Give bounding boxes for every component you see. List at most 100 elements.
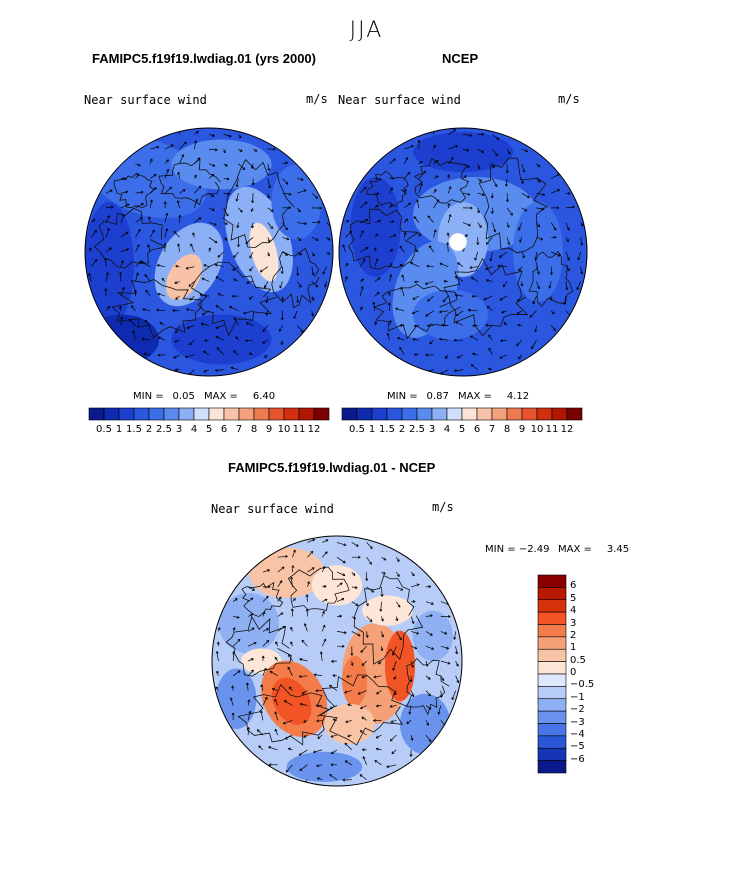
diff-field-label: Near surface wind (211, 502, 334, 516)
colorbar-swatch (537, 735, 567, 749)
obs-minmax: MIN = 0.87 MAX = 4.12 (387, 391, 529, 402)
model-max-value: 6.40 (252, 391, 276, 402)
diff-max-value: 3.45 (606, 544, 630, 555)
colorbar-label: 7 (488, 424, 496, 435)
colorbar-label: −3 (570, 716, 585, 728)
diff-minmax: MIN = −2.49 MAX = 3.45 (485, 544, 629, 555)
colorbar-swatch (537, 673, 567, 687)
colorbar-label: 4 (190, 424, 198, 435)
model-field-label: Near surface wind (84, 93, 207, 107)
season-title: JJA (349, 18, 384, 43)
colorbar-swatch (313, 407, 330, 421)
colorbar-swatch (356, 407, 373, 421)
colorbar-swatch (446, 407, 463, 421)
model-min-value: 0.05 (172, 391, 195, 402)
colorbar-label: 3 (428, 424, 436, 435)
colorbar-swatch (537, 760, 567, 774)
colorbar-swatch (253, 407, 270, 421)
colorbar-label: −6 (570, 753, 585, 765)
colorbar-label: −0.5 (570, 679, 595, 691)
colorbar-swatch (208, 407, 225, 421)
colorbar-label: 3 (175, 424, 183, 435)
obs-min-value: 0.87 (426, 391, 449, 402)
colorbar-swatch (537, 636, 567, 650)
colorbar-label: 1 (115, 424, 123, 435)
colorbar-swatch (401, 407, 418, 421)
model-colorbar (88, 407, 330, 421)
obs-colorbar (341, 407, 583, 421)
colorbar-label: 6 (220, 424, 228, 435)
colorbar-swatch (537, 648, 567, 662)
diff-polar-map (211, 535, 463, 787)
obs-field-label: Near surface wind (338, 93, 461, 107)
colorbar-swatch (537, 599, 567, 613)
colorbar-swatch (537, 747, 567, 761)
colorbar-label: 8 (250, 424, 258, 435)
colorbar-label: 4 (570, 605, 577, 617)
colorbar-swatch (476, 407, 493, 421)
colorbar-label: 2 (570, 629, 577, 641)
colorbar-swatch (238, 407, 255, 421)
colorbar-swatch (163, 407, 180, 421)
colorbar-label: 11 (292, 424, 306, 435)
obs-units-label: m/s (558, 92, 580, 106)
obs-polar-map (338, 127, 588, 377)
model-max-label: MAX = (204, 391, 238, 402)
colorbar-label: −2 (570, 704, 585, 716)
colorbar-label: 1 (368, 424, 376, 435)
colorbar-swatch (491, 407, 508, 421)
model-units-label: m/s (306, 92, 328, 106)
colorbar-label: −5 (570, 741, 585, 753)
colorbar-label: 12 (307, 424, 321, 435)
colorbar-swatch (566, 407, 583, 421)
colorbar-label: 5 (458, 424, 466, 435)
model-panel-title: FAMIPC5.f19f19.lwdiag.01 (yrs 2000) (92, 51, 316, 66)
diff-units-label: m/s (432, 500, 454, 514)
diff-max-label: MAX = (558, 544, 592, 555)
colorbar-label: 2.5 (409, 424, 425, 435)
colorbar-label: 6 (570, 580, 577, 592)
colorbar-swatch (537, 723, 567, 737)
colorbar-swatch (371, 407, 388, 421)
colorbar-swatch (298, 407, 315, 421)
colorbar-label: −1 (570, 691, 585, 703)
colorbar-swatch (537, 686, 567, 700)
colorbar-label: 3 (570, 617, 577, 629)
colorbar-label: 8 (503, 424, 511, 435)
colorbar-label: 1 (570, 642, 577, 654)
colorbar-label: −4 (570, 728, 585, 740)
colorbar-swatch (193, 407, 210, 421)
colorbar-label: 9 (265, 424, 273, 435)
colorbar-swatch (133, 407, 150, 421)
colorbar-swatch (178, 407, 195, 421)
colorbar-label: 5 (570, 592, 577, 604)
diff-min-value: −2.49 (518, 544, 550, 555)
colorbar-label: 0 (570, 667, 577, 678)
obs-min-label: MIN = (387, 391, 418, 402)
colorbar-label: 6 (473, 424, 481, 435)
colorbar-swatch (537, 611, 567, 625)
colorbar-label: 7 (235, 424, 243, 435)
model-polar-map (84, 127, 334, 377)
colorbar-swatch (521, 407, 538, 421)
colorbar-label: 10 (530, 424, 544, 435)
colorbar-swatch (341, 407, 358, 421)
colorbar-swatch (537, 698, 567, 712)
colorbar-swatch (537, 710, 567, 724)
colorbar-swatch (461, 407, 478, 421)
colorbar-swatch (537, 624, 567, 638)
colorbar-swatch (537, 574, 567, 588)
colorbar-label: 9 (518, 424, 526, 435)
colorbar-label: 2 (398, 424, 406, 435)
colorbar-swatch (416, 407, 433, 421)
colorbar-swatch (537, 587, 567, 601)
colorbar-swatch (537, 661, 567, 675)
colorbar-label: 12 (560, 424, 574, 435)
colorbar-swatch (506, 407, 523, 421)
colorbar-label: 1.5 (379, 424, 395, 435)
diff-panel-title: FAMIPC5.f19f19.lwdiag.01 - NCEP (228, 460, 436, 475)
obs-max-label: MAX = (458, 391, 492, 402)
diff-colorbar (537, 574, 567, 774)
colorbar-swatch (223, 407, 240, 421)
colorbar-swatch (551, 407, 568, 421)
